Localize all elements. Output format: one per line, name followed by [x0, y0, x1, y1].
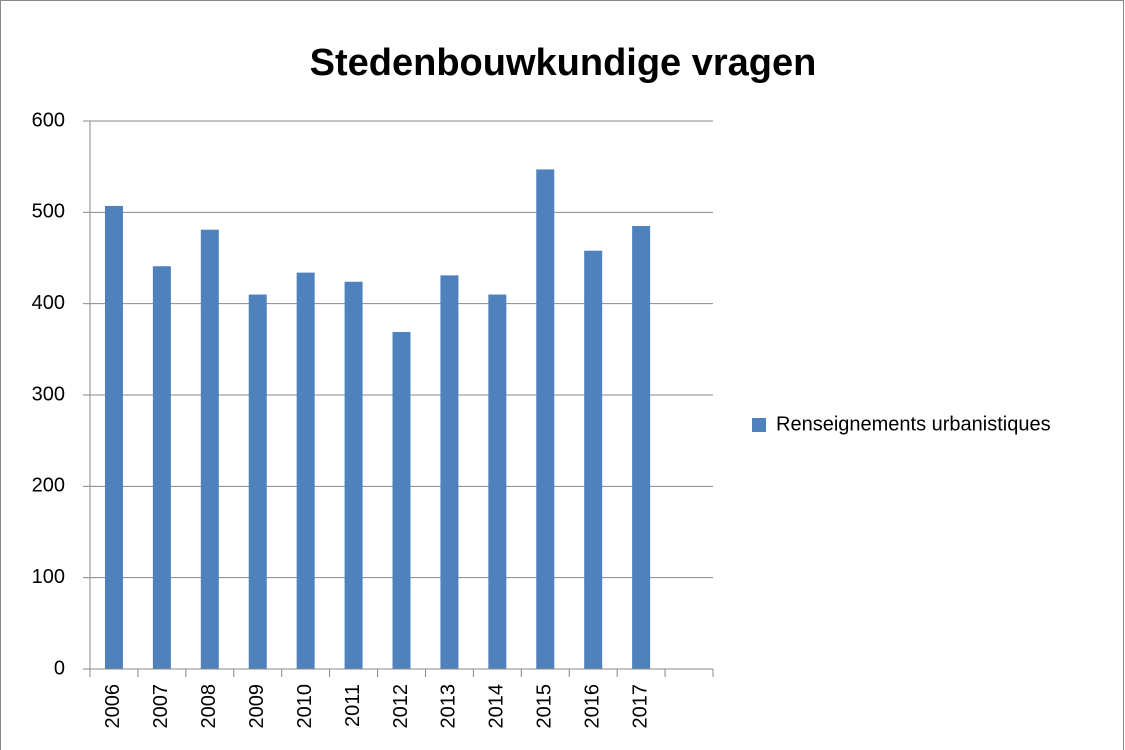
x-tick-label: 2010: [294, 684, 316, 729]
x-tick-label: 2013: [438, 684, 460, 729]
x-tick-label: 2009: [246, 684, 268, 729]
x-tick-label: 2007: [150, 684, 172, 729]
y-tick-label: 500: [32, 201, 65, 223]
x-tick-label: 2006: [102, 684, 124, 729]
bar: [200, 229, 219, 670]
x-tick-label: 2011: [342, 684, 364, 727]
bar: [104, 205, 123, 669]
y-tick-label: 600: [32, 109, 65, 131]
x-tick-label: 2016: [581, 684, 603, 729]
y-tick-label: 400: [32, 292, 65, 314]
bar: [296, 272, 315, 669]
legend-label: Renseignements urbanistiques: [776, 413, 1051, 435]
chart-title: Stedenbouwkundige vragen: [310, 42, 817, 84]
bar: [584, 250, 603, 669]
y-tick-label: 0: [54, 657, 65, 679]
x-tick-label: 2012: [390, 684, 412, 729]
y-tick-label: 200: [32, 475, 65, 497]
bar: [536, 169, 555, 669]
bar: [344, 281, 363, 669]
bar: [440, 275, 459, 669]
x-tick-label: 2014: [486, 684, 508, 729]
bar: [392, 331, 411, 669]
legend-swatch: [752, 418, 766, 432]
bar: [248, 294, 267, 669]
bar: [152, 266, 171, 669]
x-tick-label: 2008: [198, 684, 220, 729]
bar: [488, 294, 507, 669]
bar: [632, 226, 651, 670]
x-tick-label: 2017: [629, 684, 651, 729]
x-tick-label: 2015: [534, 684, 556, 729]
y-tick-label: 300: [32, 383, 65, 405]
y-tick-label: 100: [32, 566, 65, 588]
